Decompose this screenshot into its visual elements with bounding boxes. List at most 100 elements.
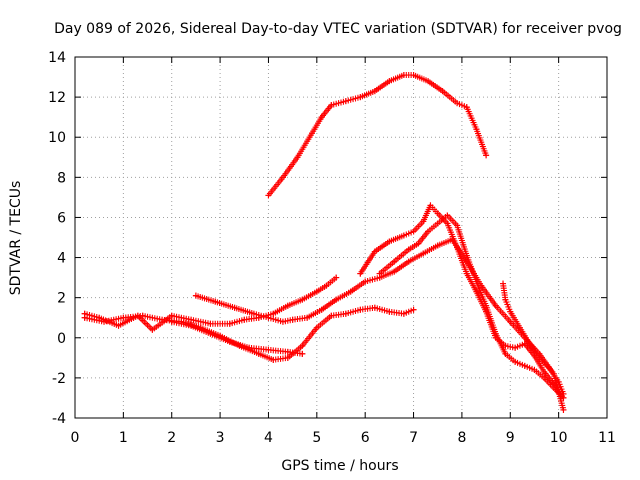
point-arc-1-12 xyxy=(425,78,432,85)
point-arc-5-6 xyxy=(284,348,291,355)
point-arc-2-13 xyxy=(391,268,398,275)
point-arc-3-13 xyxy=(313,324,320,331)
point-arc-6-9 xyxy=(454,244,461,251)
point-arc-6-2 xyxy=(386,238,393,245)
point-arc-8-5 xyxy=(536,354,543,361)
point-arc-1-0 xyxy=(265,192,272,199)
y-tick-label--2: -2 xyxy=(52,371,66,387)
x-tick-label-3: 3 xyxy=(216,430,225,446)
point-arc-1-4 xyxy=(318,114,325,121)
series-arc-1 xyxy=(265,72,490,199)
series-layer xyxy=(81,72,567,413)
point-arc-7-7 xyxy=(454,222,461,229)
y-tick-label--4: -4 xyxy=(52,411,66,427)
point-arc-3-18 xyxy=(386,308,393,315)
plot-frame xyxy=(74,56,608,419)
point-arc-7-16 xyxy=(541,374,548,381)
point-arc-7-17 xyxy=(550,384,557,391)
point-arc-3-14 xyxy=(328,312,335,319)
point-arc-6-5 xyxy=(420,218,427,225)
point-arc-7-13 xyxy=(512,358,519,365)
point-arc-6-15 xyxy=(512,344,519,351)
point-arc-8-0 xyxy=(500,280,507,287)
point-arc-4-16 xyxy=(333,274,340,281)
x-tick-label-10: 10 xyxy=(550,430,568,446)
point-arc-3-10 xyxy=(270,356,277,363)
x-tick-label-5: 5 xyxy=(312,430,321,446)
y-tick-label-12: 12 xyxy=(48,90,66,106)
point-arc-7-4 xyxy=(425,228,432,235)
point-arc-8-1 xyxy=(502,296,509,303)
series-arc-4 xyxy=(81,274,340,333)
point-arc-7-10 xyxy=(483,302,490,309)
series-arc-8 xyxy=(500,280,567,397)
point-arc-6-3 xyxy=(400,232,407,239)
point-arc-3-17 xyxy=(371,304,378,311)
grid xyxy=(75,57,607,418)
point-arc-4-9 xyxy=(241,316,248,323)
x-tick-label-9: 9 xyxy=(506,430,515,446)
point-arc-2-16 xyxy=(434,242,441,249)
point-arc-8-8 xyxy=(560,390,567,397)
point-arc-6-10 xyxy=(463,270,470,277)
point-arc-6-0 xyxy=(357,270,364,277)
point-arc-4-12 xyxy=(284,302,291,309)
point-arc-6-18 xyxy=(541,368,548,375)
series-arc-5 xyxy=(168,318,306,357)
x-tick-label-6: 6 xyxy=(361,430,370,446)
point-arc-2-7 xyxy=(304,314,311,321)
point-arc-4-7 xyxy=(207,320,214,327)
point-arc-4-15 xyxy=(323,282,330,289)
point-arc-2-6 xyxy=(289,316,296,323)
point-arc-1-9 xyxy=(386,78,393,85)
point-arc-2-14 xyxy=(405,258,412,265)
point-arc-2-11 xyxy=(362,278,369,285)
point-arc-4-0 xyxy=(81,310,88,317)
point-arc-5-4 xyxy=(246,344,253,351)
point-arc-1-15 xyxy=(463,104,470,111)
x-tick-label-0: 0 xyxy=(71,430,80,446)
series-arc-7 xyxy=(376,212,567,401)
y-tick-label-0: 0 xyxy=(57,331,66,347)
point-arc-4-10 xyxy=(255,314,262,321)
point-arc-4-2 xyxy=(115,322,122,329)
point-arc-1-14 xyxy=(454,100,461,107)
y-axis-label: SDTVAR / TECUs xyxy=(8,181,24,296)
point-arc-4-11 xyxy=(270,310,277,317)
point-arc-7-1 xyxy=(391,258,398,265)
x-tick-label-1: 1 xyxy=(119,430,128,446)
point-arc-5-2 xyxy=(207,330,214,337)
point-arc-1-7 xyxy=(357,94,364,101)
point-arc-8-7 xyxy=(555,378,562,385)
y-tick-label-8: 8 xyxy=(57,170,66,186)
point-arc-7-5 xyxy=(434,220,441,227)
point-arc-8-4 xyxy=(526,340,533,347)
point-arc-2-15 xyxy=(420,250,427,257)
x-tick-label-4: 4 xyxy=(264,430,273,446)
point-arc-4-1 xyxy=(96,314,103,321)
point-arc-1-6 xyxy=(342,98,349,105)
point-arc-3-20 xyxy=(410,306,417,313)
x-tick-label-11: 11 xyxy=(598,430,616,446)
point-arc-1-16 xyxy=(473,126,480,133)
point-arc-7-9 xyxy=(473,278,480,285)
point-arc-6-6 xyxy=(427,202,434,209)
point-arc-6-8 xyxy=(444,220,451,227)
point-arc-2-5 xyxy=(279,318,286,325)
point-arc-2-2 xyxy=(231,304,238,311)
point-arc-4-4 xyxy=(149,326,156,333)
point-arc-2-21 xyxy=(507,318,514,325)
point-arc-7-2 xyxy=(405,246,412,253)
point-arc-1-2 xyxy=(294,154,301,161)
point-arc-8-6 xyxy=(545,364,552,371)
point-arc-8-2 xyxy=(507,308,514,315)
point-arc-1-3 xyxy=(308,130,315,137)
x-tick-label-7: 7 xyxy=(409,430,418,446)
point-arc-6-11 xyxy=(473,288,480,295)
y-tick-label-14: 14 xyxy=(48,50,66,66)
chart-title: Day 089 of 2026, Sidereal Day-to-day VTE… xyxy=(54,21,622,37)
point-arc-1-10 xyxy=(400,72,407,79)
point-arc-3-9 xyxy=(255,350,262,357)
